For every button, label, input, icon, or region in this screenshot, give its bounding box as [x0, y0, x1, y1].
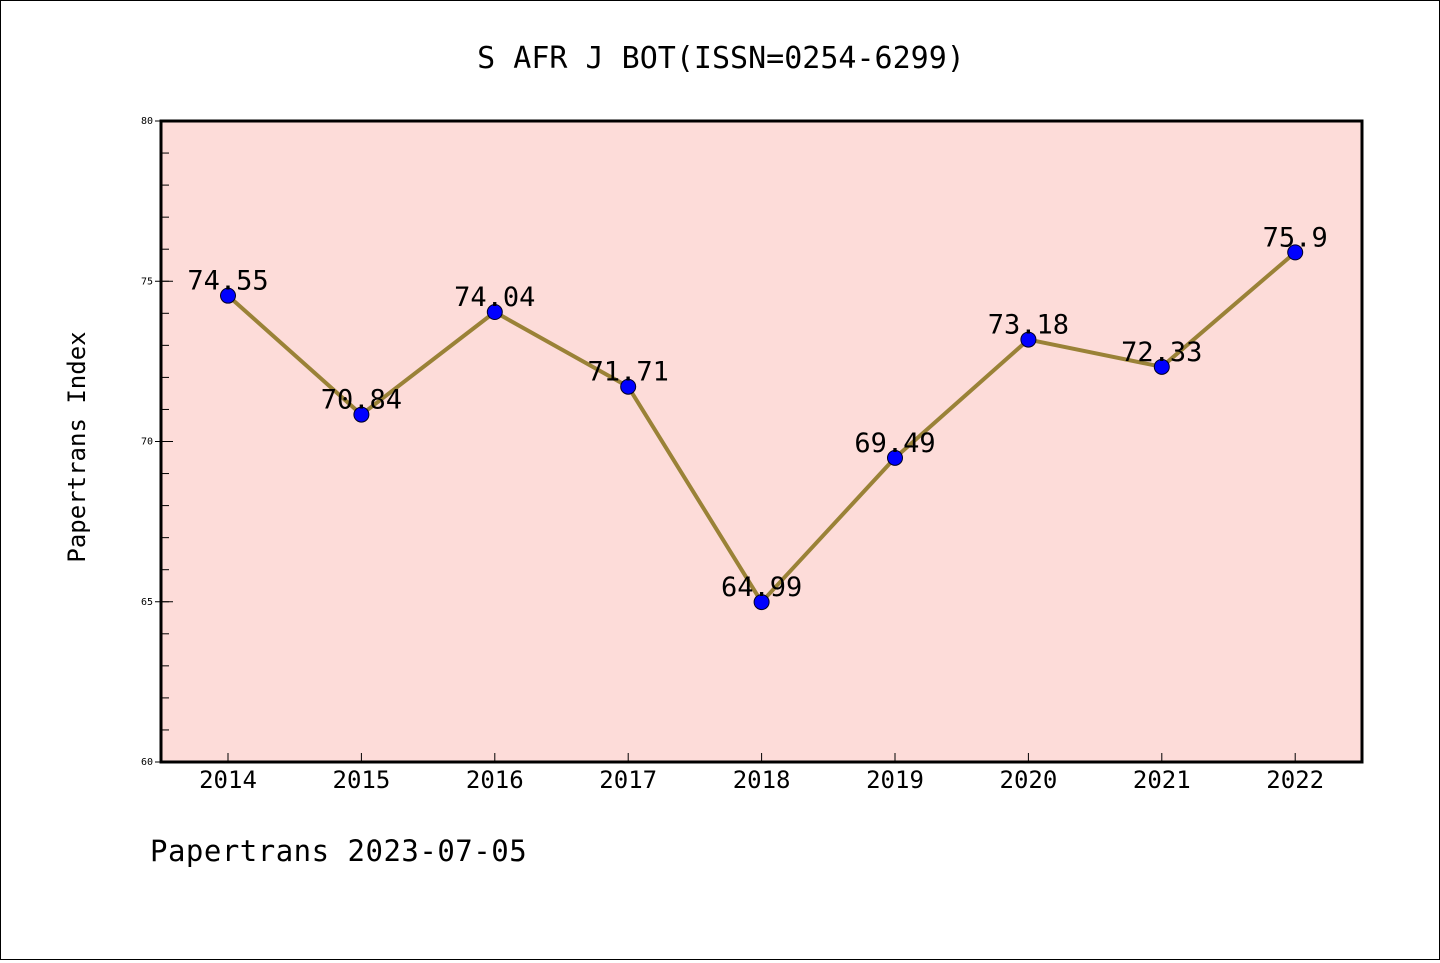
- y-tick-label: 60: [141, 757, 153, 768]
- data-point-marker: [220, 287, 236, 304]
- value-labels: 74.55 70.84 74.04 71.71 64.99 69.49 73.18 72.33…: [187, 222, 1327, 603]
- x-tick-label: 2017: [599, 766, 657, 794]
- data-value-label: 74.04: [454, 282, 535, 313]
- y-tick-label: 70: [141, 437, 153, 448]
- data-point-marker: [887, 449, 903, 466]
- series-markers: [220, 244, 1304, 611]
- data-value-label: 70.84: [321, 385, 402, 416]
- x-tick-label: 2014: [199, 766, 257, 794]
- x-tick-label: 2019: [866, 766, 924, 794]
- x-tick-label: 2020: [1000, 766, 1058, 794]
- x-tick-label: 2022: [1266, 766, 1324, 794]
- y-tick-label: 65: [141, 597, 153, 608]
- plot-border: [159, 119, 1364, 764]
- data-value-label: 74.55: [187, 266, 268, 297]
- data-point-marker: [753, 594, 770, 611]
- y-tick-label: 75: [141, 276, 153, 287]
- data-value-label: 69.49: [854, 428, 935, 459]
- y-tick-label: 80: [141, 116, 153, 127]
- data-point-marker: [486, 304, 503, 321]
- data-value-label: 64.99: [721, 572, 802, 603]
- footer-text: Papertrans 2023-07-05: [150, 834, 528, 868]
- data-point-marker: [620, 378, 637, 395]
- data-value-label: 72.33: [1121, 337, 1202, 368]
- data-point-marker: [1287, 244, 1304, 261]
- data-point-marker: [1153, 358, 1170, 375]
- chart-title: S AFR J BOT(ISSN=0254-6299): [477, 41, 965, 76]
- data-value-label: 73.18: [988, 310, 1069, 341]
- data-point-marker: [1020, 331, 1037, 348]
- x-axis-ticks: 2014 2015 2016 2017 2018 2019 2020 2021 2022: [199, 753, 1324, 794]
- x-tick-label: 2018: [733, 766, 791, 794]
- x-tick-label: 2015: [333, 766, 391, 794]
- data-value-label: 71.71: [588, 357, 669, 388]
- y-axis-label: Papertrans Index: [63, 331, 91, 562]
- plot-area: [161, 121, 1362, 762]
- x-tick-label: 2016: [466, 766, 524, 794]
- data-point-marker: [353, 406, 370, 423]
- data-value-label: 75.9: [1263, 222, 1328, 253]
- x-tick-label: 2021: [1133, 766, 1191, 794]
